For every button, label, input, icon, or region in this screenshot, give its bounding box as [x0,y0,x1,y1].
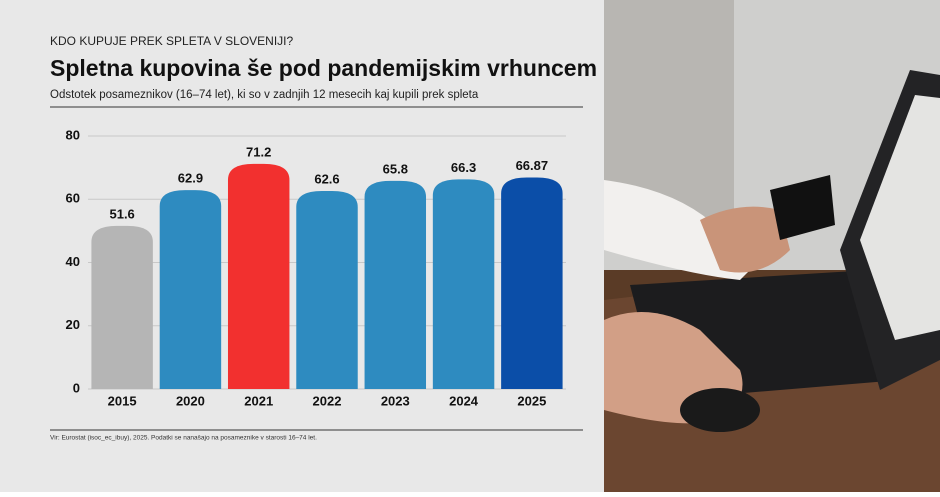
chart-title: Spletna kupovina še pod pandemijskim vrh… [50,55,597,81]
bar [432,179,495,389]
x-tick-label: 2020 [176,393,205,408]
value-label: 66.87 [516,158,549,173]
value-label: 65.8 [383,161,408,176]
y-tick-label: 0 [73,380,80,395]
photo [604,0,940,492]
value-label: 62.9 [178,171,203,186]
chart-subtitle: Odstotek posameznikov (16–74 let), ki so… [50,89,479,101]
x-tick-label: 2021 [244,393,273,408]
bar [296,191,358,389]
value-label: 62.6 [314,171,339,186]
y-tick-label: 20 [66,317,80,332]
value-label: 71.2 [246,144,271,159]
x-tick-label: 2015 [108,393,137,408]
x-tick-label: 2025 [517,393,546,408]
kicker: KDO KUPUJE PREK SPLETA V SLOVENIJI? [50,34,294,48]
source: Vir: Eurostat (isoc_ec_ibuy), 2025. Poda… [50,435,317,442]
x-tick-label: 2024 [449,393,479,408]
x-tick-label: 2023 [381,393,410,408]
y-tick-label: 60 [66,191,80,206]
y-tick-label: 40 [66,254,80,269]
value-label: 51.6 [109,206,134,221]
bar [501,177,563,389]
bar [364,180,427,389]
x-tick-label: 2022 [313,393,342,408]
bar [227,163,290,389]
bar [159,190,222,389]
y-tick-label: 80 [66,127,80,142]
value-label: 66.3 [451,160,476,175]
bar [91,225,153,389]
